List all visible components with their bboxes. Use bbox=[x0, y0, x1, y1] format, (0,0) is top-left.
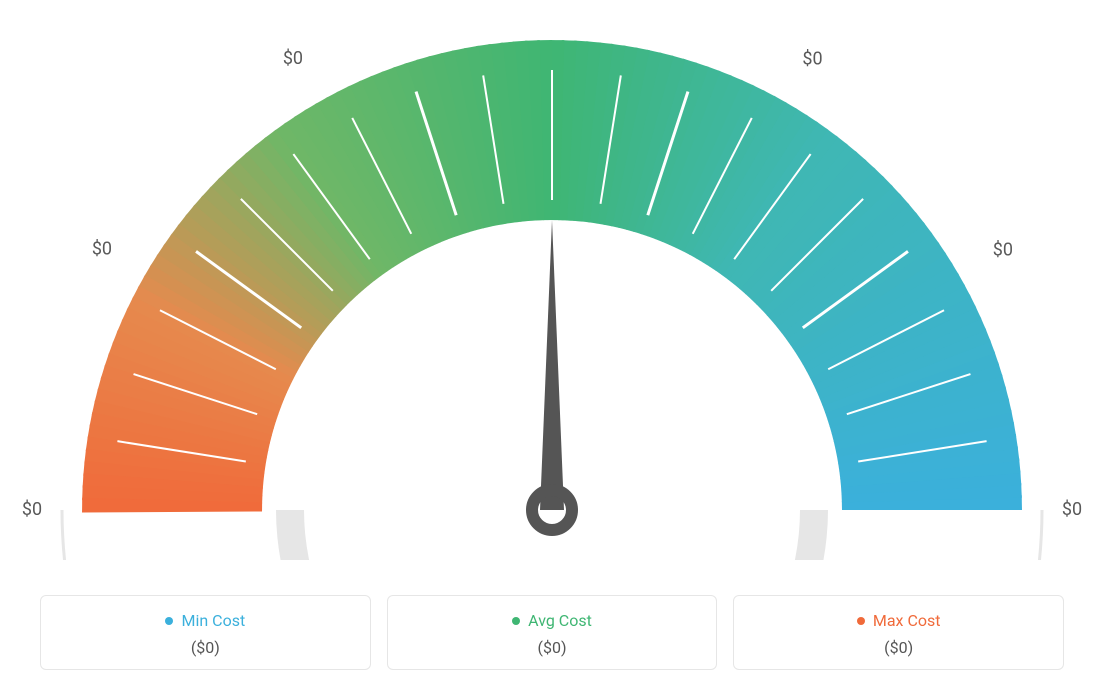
legend-value-avg: ($0) bbox=[398, 638, 707, 657]
gauge-tick-label: $0 bbox=[92, 238, 112, 259]
legend-card-max: Max Cost ($0) bbox=[733, 595, 1064, 671]
legend-card-min: Min Cost ($0) bbox=[40, 595, 371, 671]
legend-card-avg: Avg Cost ($0) bbox=[387, 595, 718, 671]
gauge-tick-label: $0 bbox=[802, 49, 822, 70]
cost-gauge: $0$0$0$0$0$0$0 bbox=[0, 0, 1104, 560]
legend-value-max: ($0) bbox=[744, 638, 1053, 657]
legend-dot-avg bbox=[512, 617, 520, 625]
legend-label-avg: Avg Cost bbox=[528, 611, 592, 630]
legend-value-min: ($0) bbox=[51, 638, 360, 657]
legend-dot-min bbox=[165, 617, 173, 625]
legend-row: Min Cost ($0) Avg Cost ($0) Max Cost ($0… bbox=[40, 595, 1064, 671]
gauge-tick-label: $0 bbox=[1062, 499, 1082, 520]
gauge-tick-label: $0 bbox=[283, 48, 303, 69]
gauge-tick-label: $0 bbox=[993, 240, 1013, 261]
legend-label-max: Max Cost bbox=[873, 611, 941, 630]
gauge-needle bbox=[540, 220, 564, 510]
legend-label-min: Min Cost bbox=[181, 611, 245, 630]
gauge-tick-label: $0 bbox=[22, 499, 42, 520]
legend-dot-max bbox=[857, 617, 865, 625]
gauge-svg: $0$0$0$0$0$0$0 bbox=[0, 0, 1104, 560]
